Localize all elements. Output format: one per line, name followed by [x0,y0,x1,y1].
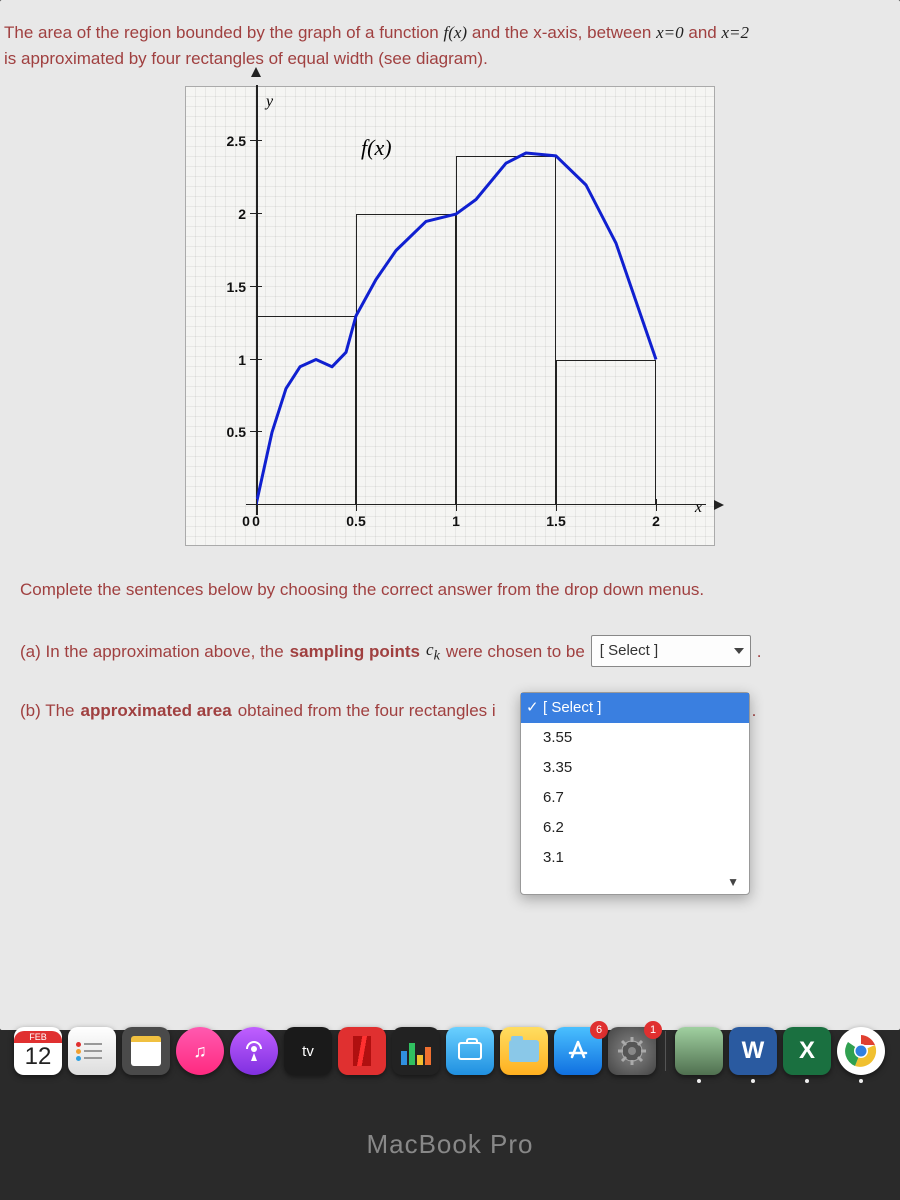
desktop-picture-icon[interactable] [675,1027,723,1075]
dropdown-option[interactable]: 3.35 [521,753,749,783]
dropdown-option[interactable]: 3.1 [521,843,749,873]
instruction-text: Complete the sentences below by choosing… [0,546,900,603]
plot-area: f(x) 00.511.520.511.522.50 [256,105,696,505]
qa-a-var: ck [426,636,440,667]
appstore-badge: 6 [590,1021,608,1039]
excel-icon[interactable]: X [783,1027,831,1075]
appletv-icon[interactable]: tv [284,1027,332,1075]
dropdown-selected[interactable]: [ Select ] [521,693,749,723]
q-line2: is approximated by four rectangles of eq… [4,49,488,68]
screenshot-icon[interactable] [446,1027,494,1075]
qa-a-bold: sampling points [290,638,420,665]
settings-badge: 1 [644,1021,662,1039]
qa-b-bold: approximated area [81,697,232,724]
macbook-label: MacBook Pro [0,1129,900,1160]
q-x0: x=0 [656,23,684,42]
calendar-month: FEB [14,1031,62,1043]
notes-icon[interactable] [122,1027,170,1075]
dropdown-option[interactable]: 6.7 [521,783,749,813]
q-line1-mid: and the x-axis, between [472,23,656,42]
podcasts-icon[interactable] [230,1027,278,1075]
dropdown-option[interactable]: 3.55 [521,723,749,753]
q-line1-and: and [688,23,721,42]
settings-icon[interactable]: 1 [608,1027,656,1075]
q-x2: x=2 [721,23,749,42]
question-text: The area of the region bounded by the gr… [0,0,900,71]
dock-divider [665,1031,666,1071]
appstore-icon[interactable]: 6 [554,1027,602,1075]
numbers-icon[interactable] [392,1027,440,1075]
netflix-icon[interactable] [338,1027,386,1075]
chrome-icon[interactable] [837,1027,885,1075]
fx-label: f(x) [361,135,392,161]
x-arrow-icon [714,500,724,510]
macos-dock: FEB 12 ♫ tv 6 1 W X [10,1024,890,1078]
calendar-day: 12 [25,1043,52,1071]
q-line1-pre: The area of the region bounded by the gr… [4,23,444,42]
qa-a-pre: (a) In the approximation above, the [20,638,284,665]
reminders-icon[interactable] [68,1027,116,1075]
qa-b-pre: (b) The [20,697,75,724]
select-a[interactable]: [ Select ] [591,635,751,667]
folder-icon[interactable] [500,1027,548,1075]
y-arrow-icon [251,67,261,77]
question-a: (a) In the approximation above, the samp… [20,635,880,667]
period2: . [752,697,757,724]
question-b: (b) The approximated area obtained from … [20,697,880,724]
dropdown-options: 3.553.356.76.23.1 [521,723,749,873]
q-fx: f(x) [444,23,468,42]
period: . [757,638,762,665]
dropdown-more-icon: ▼ [521,873,749,894]
music-icon[interactable]: ♫ [176,1027,224,1075]
qa-b-post: obtained from the four rectangles i [238,697,496,724]
calendar-app-icon[interactable]: FEB 12 [14,1027,62,1075]
function-curve [256,105,696,505]
qa-a-post: were chosen to be [446,638,585,665]
select-b-dropdown[interactable]: [ Select ] 3.553.356.76.23.1 ▼ [520,692,750,895]
word-icon[interactable]: W [729,1027,777,1075]
questions-block: (a) In the approximation above, the samp… [0,603,900,724]
quiz-page: The area of the region bounded by the gr… [0,0,900,1030]
dropdown-option[interactable]: 6.2 [521,813,749,843]
chart-container: y x f(x) 00.511.520.511.522.50 [185,86,715,546]
